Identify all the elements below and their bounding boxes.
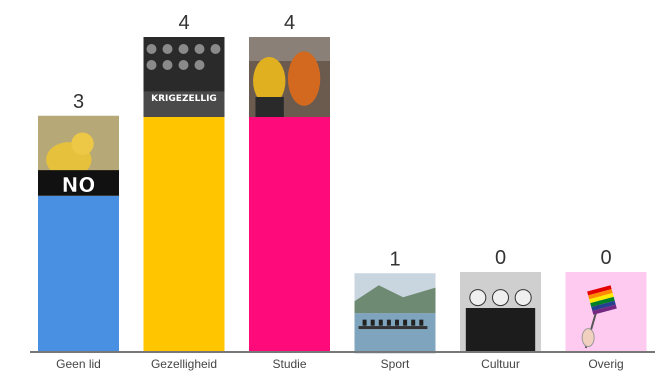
bar-image-rainbow-flag: [565, 272, 647, 352]
person-body-shape: [488, 308, 513, 352]
flag-stripe-shape: [589, 292, 614, 304]
value-label: 0: [600, 247, 611, 269]
bar-image-rowing-boat: [354, 273, 436, 354]
person-head-shape: [492, 289, 509, 307]
flag-stripe-shape: [590, 296, 615, 308]
flag-stripe-shape: [592, 304, 617, 315]
bar-images-layer: NO KRIGEZELLIG: [38, 37, 647, 354]
water-shape: [354, 313, 436, 354]
bar-gezelligheid: [143, 117, 225, 352]
crowd-figure-shape: [146, 60, 157, 70]
category-label: Gezelligheid: [151, 357, 217, 371]
bar-image-caption: NO: [62, 173, 96, 197]
crowd-figure-shape: [162, 44, 173, 54]
bar-image-crowd-photo: KRIGEZELLIG: [143, 37, 225, 117]
flag-stripe-shape: [587, 285, 612, 296]
person-head-shape: [514, 289, 532, 307]
crowd-figure-shape: [194, 44, 205, 54]
value-label: 4: [178, 12, 189, 34]
bar-geen-lid: [38, 195, 119, 352]
category-label: Overig: [588, 357, 623, 371]
crowd-figure-shape: [162, 60, 173, 70]
muppet-right-shape: [287, 51, 321, 106]
crowd-figure-shape: [178, 60, 189, 70]
category-label: Sport: [381, 357, 410, 371]
crowd-figure-shape: [178, 44, 189, 54]
muppet-left-shape: [253, 57, 286, 105]
value-label: 0: [495, 247, 506, 269]
person-head-shape: [469, 289, 487, 307]
flag-stripe-shape: [591, 300, 616, 311]
category-label: Studie: [272, 357, 306, 371]
person-body-shape: [511, 308, 536, 352]
category-labels-layer: Geen lid Gezelligheid Studie Sport Cultuur Ov…: [56, 357, 624, 371]
category-label: Geen lid: [56, 357, 101, 371]
bar-image-muppets: [249, 37, 330, 117]
crowd-figure-shape: [146, 44, 157, 54]
bar-studie: [249, 117, 330, 352]
category-label: Cultuur: [481, 357, 520, 371]
value-label: 1: [389, 248, 400, 270]
duckling-head-shape: [71, 132, 94, 155]
person-body-shape: [465, 308, 490, 352]
bar-image-group-photo-bw: [460, 272, 541, 352]
bar-image-caption: KRIGEZELLIG: [151, 94, 217, 104]
bars-layer: [38, 117, 647, 352]
value-labels-layer: 3 4 4 1 0 0: [73, 12, 612, 270]
crowd-figure-shape: [194, 60, 205, 70]
hand-shape: [581, 328, 595, 348]
boat-shape: [358, 326, 428, 330]
hills-shape: [354, 285, 436, 314]
flag-stripe-shape: [588, 289, 613, 300]
value-label: 3: [73, 91, 84, 113]
crowd-figure-shape: [210, 44, 221, 54]
bar-image-duckling: NO: [38, 115, 119, 197]
value-label: 4: [284, 12, 295, 34]
